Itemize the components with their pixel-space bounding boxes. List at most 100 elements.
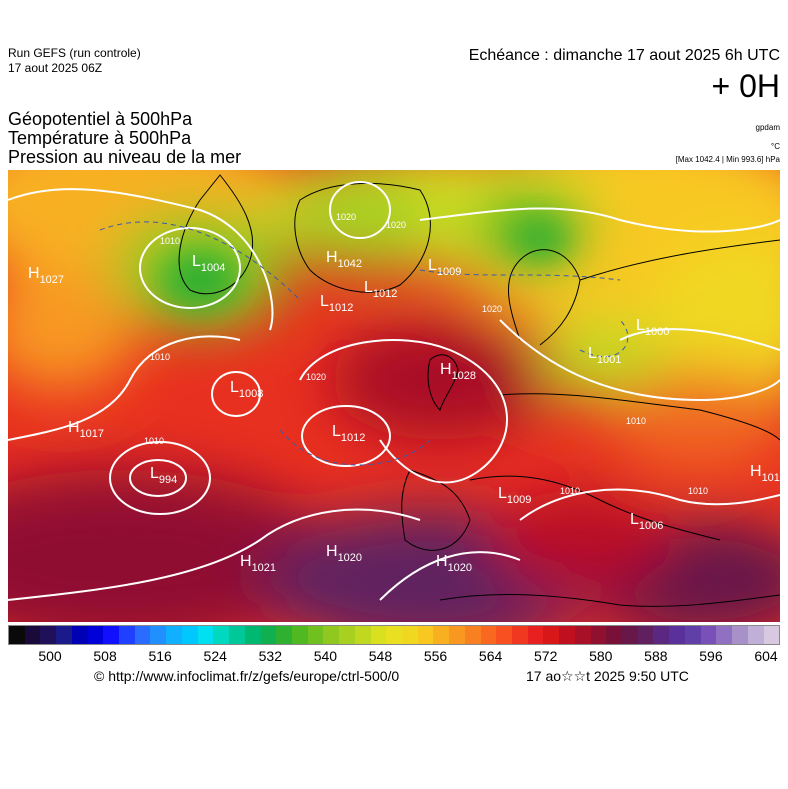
colorbar-swatch [87,626,104,644]
low-pressure-center: L994 [150,465,177,486]
colorbar-tick-label: 500 [38,648,62,664]
colorbar-tick-label: 556 [423,648,448,664]
low-pressure-center: L1012 [320,293,353,314]
colorbar-swatch [606,626,623,644]
colorbar-tick-label: 572 [534,648,558,664]
low-pressure-center: L1000 [636,317,669,338]
colorbar-tick-label: 508 [93,648,117,664]
colorbar-swatch [103,626,120,644]
colorbar-swatch [496,626,512,644]
colorbar-swatch [119,626,135,644]
pressure-centers: H1027 L994 L1004 H1042 L1009 L1012 L1012 L1008 H… [28,249,780,574]
colorbar-swatch [71,626,88,644]
isobar-label: 1010 [688,486,708,496]
colorbar-swatch [527,626,544,644]
colorbar-tick-label: 580 [589,648,613,664]
colorbar-swatch [637,626,654,644]
variable-title-geopotential: Géopotentiel à 500hPa [8,109,193,129]
colorbar-swatch [339,626,355,644]
colorbar-swatch [464,626,481,644]
colorbar-swatch [684,626,701,644]
variable-title-pressure: Pression au niveau de la mer [8,147,242,167]
high-pressure-center: H1017 [68,419,104,440]
isobars [8,181,780,601]
isobar-label: 1010 [160,236,180,246]
low-pressure-center: L1009 [498,485,531,506]
colorbar-tick-label: 564 [478,648,503,664]
colorbar-swatch [354,626,371,644]
run-title: Run GEFS (run controle) [8,46,141,60]
isobar-label: 1010 [150,352,170,362]
isobar-label: 1010 [626,416,646,426]
low-pressure-center: L1001 [588,345,621,366]
colorbar-swatch [747,626,764,644]
variable-title-temperature: Température à 500hPa [8,128,192,148]
unit-temperature: °C [771,142,780,151]
isobar-label: 1010 [144,436,164,446]
colorbar-tick-label: 540 [313,648,338,664]
high-pressure-center: H1020 [436,553,472,574]
isobar-label: 1020 [386,220,406,230]
high-pressure-center: H1042 [326,249,362,270]
credit-link[interactable]: © http://www.infoclimat.fr/z/gefs/europe… [94,668,400,684]
colorbar-swatch [543,626,560,644]
colorbar-swatch [181,626,198,644]
colorbar-swatch [417,626,434,644]
colorbar-tick-label: 548 [368,648,393,664]
low-pressure-center: L1008 [230,379,263,400]
high-pressure-center: H1027 [28,265,64,286]
low-pressure-center: L1006 [630,511,663,532]
generation-time: 17 ao☆☆t 2025 9:50 UTC [526,668,689,684]
map-svg: H1027 L994 L1004 H1042 L1009 L1012 L1012 L1008 H… [8,170,780,622]
colorbar-tick-label: 532 [258,648,282,664]
pressure-maxmin: [Max 1042.4 | Min 993.6] hPa [675,155,780,164]
colorbar-swatch [669,626,685,644]
high-pressure-center: H1020 [326,543,362,564]
colorbar-swatch [559,626,575,644]
colorbar-swatch [134,626,151,644]
colorbar-swatch [276,626,292,644]
colorbar-swatch [763,626,780,644]
colorbar-swatch [590,626,607,644]
colorbar-swatch [370,626,387,644]
colorbar-swatch [323,626,340,644]
colorbar-swatch [229,626,245,644]
colorbar-swatch [716,626,733,644]
low-pressure-center: L1012 [332,423,365,444]
colorbar-swatch [574,626,591,644]
colorbar-swatch [386,626,402,644]
colorbar-swatch [291,626,308,644]
colorbar-swatch [401,626,418,644]
isotherms [99,221,629,466]
colorbar-swatch [480,626,497,644]
isobar-label: 1010 [560,486,580,496]
colorbar-swatch [622,626,638,644]
colorbar-swatch [24,626,41,644]
lead-time: + 0H [711,68,780,104]
colorbar-swatch [9,626,25,644]
high-pressure-center: H1021 [240,553,276,574]
low-pressure-center: L1009 [428,257,461,278]
colorbar-tick-label: 596 [699,648,723,664]
colorbar-tick-label: 516 [148,648,172,664]
colorbar-swatch [244,626,261,644]
colorbar-swatch [260,626,277,644]
colorbar-tick-label: 588 [644,648,668,664]
colorbar-swatch [213,626,230,644]
isobar-labels: 1010 1010 1020 1020 1010 1010 1010 1020 1020 1010 [144,212,708,496]
colorbar-swatch [150,626,167,644]
isobar-label: 1020 [482,304,502,314]
colorbar-swatch [56,626,72,644]
low-pressure-center: L1012 [364,279,397,300]
colorbar-ticks: 500 508 516 524 532 540 548 556 564 572 580 588 596 6… [8,648,780,666]
unit-geopotential: gpdam [755,123,780,132]
colorbar-swatch [197,626,214,644]
colorbar-swatch [433,626,450,644]
weather-map: H1027 L994 L1004 H1042 L1009 L1012 L1012 L1008 H… [8,170,780,622]
forecast-time: Echéance : dimanche 17 aout 2025 6h UTC [468,47,780,64]
run-date: 17 aout 2025 06Z [8,61,103,75]
colorbar-swatch [512,626,528,644]
colorbar-swatch [700,626,717,644]
isobar-label: 1020 [306,372,326,382]
high-pressure-center: H101 [750,463,780,484]
